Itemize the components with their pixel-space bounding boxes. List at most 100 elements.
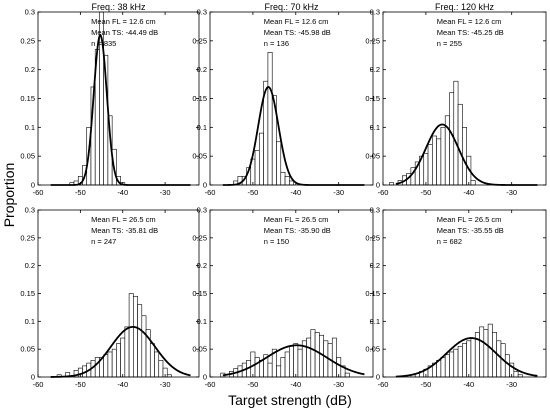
histogram-bar [449,351,455,378]
panel-annotation: n = 247 [91,237,116,246]
y-tick-label: 0.2 [197,261,207,270]
x-tick-label: -50 [247,380,258,389]
x-tick-label: -30 [506,188,517,197]
y-tick-label: 0.15 [20,289,35,298]
panel-annotation: n = 136 [264,39,289,48]
y-tick-label: 0.25 [365,36,380,45]
y-tick-label: 0.2 [25,261,35,270]
y-tick-label: 0 [203,181,207,190]
histogram-bar [492,332,497,378]
histogram-bar [111,348,117,378]
panel-annotation: Mean FL = 26.5 cm [91,215,156,224]
panel-annotation: Mean TS: -35.55 dB [437,226,504,235]
y-tick-label: 0.1 [197,317,207,326]
histogram-bar [314,332,320,378]
panel-annotation: Mean TS: -35.81 dB [91,226,158,235]
histogram-bar [436,138,442,186]
panel-1: -60 -50 -40 -30 0 0.05 0.1 0.15 0.2 0.25 0.3 Freq.:… [20,2,200,197]
panel-4: -60 -50 -40 -30 0 0.05 0.1 0.15 0.2 0.25 0.3 Mean F… [20,206,200,389]
y-tick-label: 0.2 [197,65,207,74]
histogram-bar [470,180,476,186]
panel-annotation: Mean FL = 12.6 cm [264,17,329,26]
y-tick-label: 0.3 [197,206,207,215]
panel-title: Freq.: 70 kHz [264,2,319,12]
histogram-bar [289,180,294,186]
x-tick-label: -40 [290,380,301,389]
y-tick-label: 0.25 [20,36,35,45]
y-tick-label: 0.15 [192,94,207,103]
histogram-bar [137,304,143,378]
y-tick-label: 0.3 [197,8,207,17]
y-tick-label: 0.3 [370,206,380,215]
histogram-bar [259,359,264,378]
histogram-bar [293,343,299,378]
histogram-bar [444,354,450,378]
histogram-bar [462,343,467,378]
panel-title: Freq.: 38 kHz [91,2,146,12]
y-tick-label: 0.15 [365,289,380,298]
histogram-bar [276,365,282,378]
histogram-bar [267,362,273,378]
histogram-bar [94,357,100,378]
panel-title: Freq.: 120 kHz [435,2,495,12]
histogram-bar [297,348,303,378]
histogram-bar [141,315,147,378]
x-tick-label: -40 [290,188,301,197]
x-tick-label: -50 [75,380,86,389]
axes-frame [209,11,374,186]
y-tick-label: 0.25 [20,233,35,242]
histogram-bar [487,323,493,378]
histogram-bar [513,371,519,378]
histogram-bar [267,52,273,186]
x-tick-label: -60 [378,188,389,197]
panel-annotation: Mean FL = 26.5 cm [437,215,502,224]
x-tick-label: -60 [205,380,216,389]
y-tick-label: 0.3 [25,206,35,215]
histogram-bar [470,337,476,378]
histogram-bar [423,152,429,186]
histogram-bar [124,326,130,378]
panel-annotation: Mean FL = 12.6 cm [437,17,502,26]
x-tick-label: -40 [117,380,128,389]
histogram-bar [284,176,290,186]
histogram-bar [483,329,489,378]
histogram-bar [289,346,294,378]
y-tick-label: 0.15 [20,94,35,103]
y-tick-label: 0.2 [25,65,35,74]
histogram-bar [120,337,126,378]
x-tick-label: -50 [420,188,431,197]
y-tick-label: 0 [376,373,380,382]
panel-grid: -60 -50 -40 -30 0 0.05 0.1 0.15 0.2 0.25 0.3 Freq.:… [20,2,547,389]
x-tick-label: -40 [117,188,128,197]
histogram-bar [133,295,138,378]
histogram-bar [103,354,109,378]
y-tick-label: 0.05 [365,345,380,354]
histogram-bar [158,359,164,378]
y-tick-label: 0 [203,373,207,382]
histogram-bar [427,144,433,186]
histogram-bar [449,92,455,186]
y-tick-label: 0.05 [192,345,207,354]
panel-annotation: Mean TS: -44.49 dB [91,28,158,37]
x-tick-label: -30 [333,380,344,389]
histogram-bar [306,337,312,378]
fitted-curve [222,86,365,186]
y-tick-label: 0 [31,373,35,382]
axes-frame [37,11,200,186]
histogram-bar [479,326,485,378]
y-tick-label: 0.15 [365,94,380,103]
histogram-bar [496,340,502,378]
panel-annotation: n = 255 [437,39,462,48]
y-tick-label: 0 [31,181,35,190]
histogram-bar [254,150,260,186]
y-tick-label: 0.1 [370,317,380,326]
panel-annotation: n = 150 [264,237,289,246]
x-tick-label: -30 [160,380,171,389]
y-tick-label: 0.05 [192,152,207,161]
panel-annotation: Mean FL = 26.5 cm [264,215,329,224]
y-tick-label: 0.1 [370,123,380,132]
panel-annotation: Mean TS: -45.98 dB [264,28,331,37]
histogram-bar [457,103,463,186]
x-tick-label: -50 [420,380,431,389]
y-axis-label: Proportion [1,163,17,228]
